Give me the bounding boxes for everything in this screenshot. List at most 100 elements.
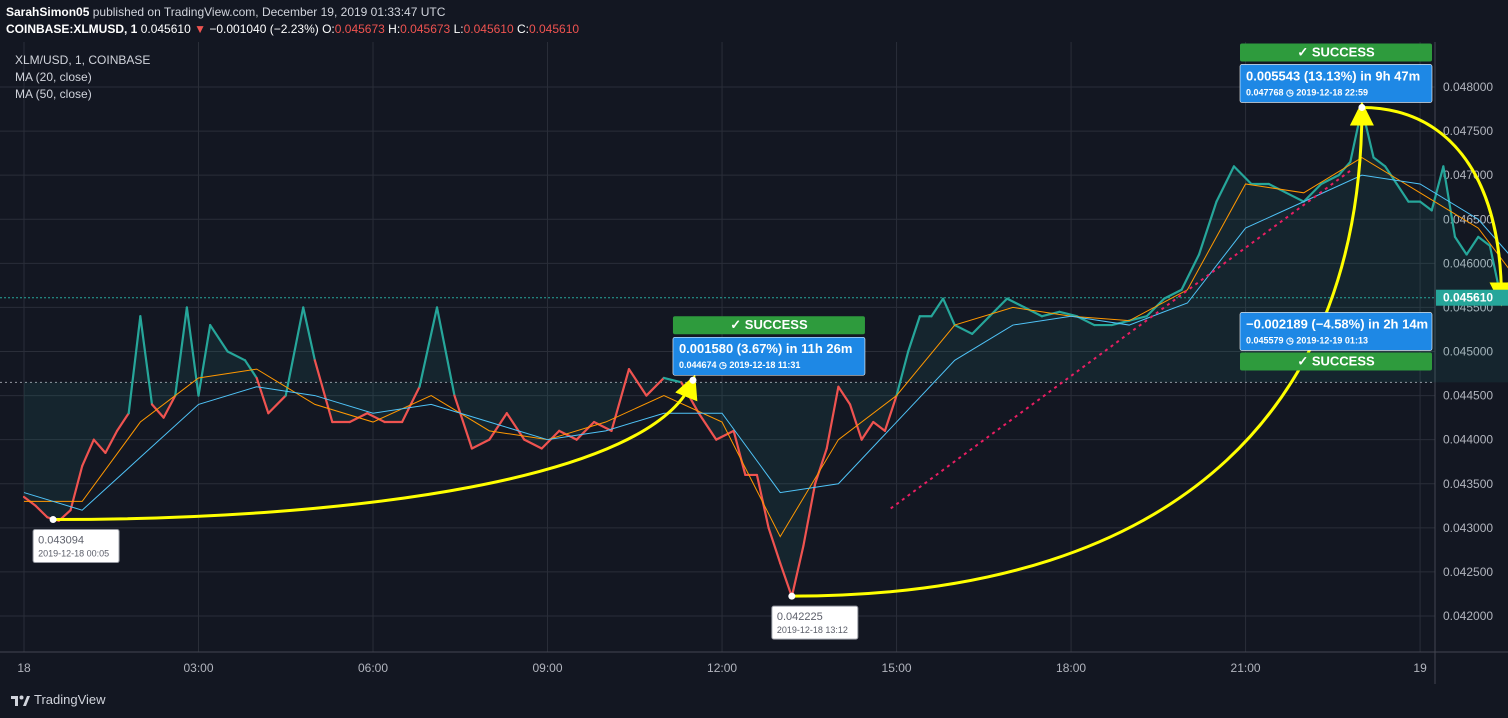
price-segment [1215, 165, 1236, 203]
high-label: H: [388, 22, 401, 36]
price-segment [267, 394, 287, 415]
price-segment [523, 438, 543, 450]
price-segment [255, 376, 270, 415]
success-badge-text: ✓ SUCCESS [1297, 44, 1375, 59]
price-segment [139, 315, 154, 406]
y-tick-label: 0.042000 [1443, 609, 1493, 623]
low-label-value: 0.042225 [777, 611, 823, 623]
price-segment [174, 306, 188, 397]
tradingview-brand[interactable]: TradingView [34, 692, 106, 707]
legend-ma20[interactable]: MA (20, close) [15, 70, 92, 84]
legend-title[interactable]: XLM/USD, 1, COINBASE [15, 53, 151, 67]
low-label-time: 2019-12-18 13:12 [777, 625, 848, 635]
symbol-line: COINBASE:XLMUSD, 1 0.045610 ▼ −0.001040 … [6, 22, 579, 36]
x-tick-label: 19 [1413, 661, 1427, 675]
y-tick-label: 0.048000 [1443, 80, 1493, 94]
price-segment [453, 394, 474, 450]
anchor-dot [689, 376, 697, 384]
annotation-arrow [1361, 105, 1508, 307]
success-badge [672, 316, 865, 335]
move-info-box [672, 336, 866, 376]
high-value: 0.045673 [400, 22, 451, 36]
chart-legend: XLM/USD, 1, COINBASE MA (20, close) MA (… [15, 52, 150, 103]
price-segment [1418, 200, 1433, 212]
move-info-box [1239, 312, 1433, 351]
tradingview-logo-icon [11, 695, 30, 706]
price-change: −0.001040 (−2.23%) [209, 22, 319, 36]
low-label-time: 2019-12-18 00:05 [38, 549, 109, 559]
price-segment [302, 306, 316, 362]
price-segment [825, 385, 840, 450]
x-tick-label: 21:00 [1231, 661, 1261, 675]
anchor-dot [788, 592, 796, 600]
price-segment [1163, 288, 1183, 300]
price-segment [115, 412, 130, 432]
price-segment [953, 323, 974, 335]
price-segment [1058, 310, 1078, 318]
change-arrow-icon: ▼ [194, 22, 206, 36]
y-tick-label: 0.044500 [1443, 389, 1493, 403]
anchor-dot [1358, 103, 1366, 111]
success-badge-text: ✓ SUCCESS [730, 317, 808, 332]
price-segment [209, 323, 229, 353]
y-tick-label: 0.043000 [1443, 521, 1493, 535]
move-info-text: 0.005543 (13.13%) in 9h 47m [1246, 68, 1420, 83]
move-info-sub: 0.045579 ◷ 2019-12-19 01:13 [1246, 335, 1368, 345]
price-segment [610, 368, 631, 432]
price-segment [1465, 235, 1480, 256]
low-value: 0.045610 [463, 22, 514, 36]
success-badge-text: ✓ SUCCESS [1297, 353, 1375, 368]
legend-ma50[interactable]: MA (50, close) [15, 87, 92, 101]
price-segment [575, 420, 596, 441]
price-segment [1430, 165, 1445, 212]
price-segment [767, 526, 782, 565]
price-segment [872, 420, 887, 432]
price-segment [1040, 310, 1061, 318]
move-info-text: 0.001580 (3.67%) in 11h 26m [679, 341, 852, 356]
price-segment [470, 438, 491, 450]
last-price: 0.045610 [140, 22, 191, 36]
price-segment [197, 323, 212, 397]
move-info-box [1239, 64, 1433, 103]
price-segment [313, 359, 334, 424]
y-tick-label: 0.046000 [1443, 256, 1493, 270]
y-tick-label: 0.042500 [1443, 565, 1493, 579]
price-segment [69, 465, 84, 512]
footer: TradingView [0, 684, 1508, 718]
price-segment [1023, 306, 1044, 318]
current-price-tag-text: 0.045610 [1443, 291, 1493, 305]
anchor-dot [49, 516, 57, 524]
low-label-value: 0.043094 [38, 535, 84, 547]
price-segment [1395, 182, 1410, 203]
price-segment [92, 438, 107, 454]
chart-header: SarahSimon05 published on TradingView.co… [0, 0, 1508, 42]
price-segment [1232, 165, 1253, 186]
price-segment [1477, 235, 1491, 247]
publish-line: SarahSimon05 published on TradingView.co… [6, 5, 445, 19]
price-chart[interactable]: 0.0480000.0475000.0470000.0465000.046000… [0, 42, 1508, 684]
price-segment [435, 306, 456, 397]
success-badge [1240, 352, 1432, 371]
price-segment [1372, 156, 1387, 168]
x-tick-label: 18 [17, 661, 31, 675]
price-segment [883, 394, 898, 432]
x-tick-label: 18:00 [1056, 661, 1086, 675]
price-segment [697, 412, 718, 441]
price-segment [971, 315, 991, 335]
move-info-sub: 0.047768 ◷ 2019-12-18 22:59 [1246, 87, 1368, 97]
low-label-box [771, 605, 859, 640]
low-label: L: [453, 22, 464, 36]
price-segment [1145, 297, 1166, 318]
current-price-tag [1436, 289, 1508, 306]
price-segment [418, 306, 439, 388]
author-name[interactable]: SarahSimon05 [6, 5, 90, 19]
low-label-box [32, 529, 120, 564]
y-tick-label: 0.047000 [1443, 168, 1493, 182]
price-segment [1302, 182, 1323, 203]
price-segment [488, 412, 508, 441]
price-segment [243, 359, 258, 380]
price-segment [907, 315, 921, 353]
price-segment [150, 403, 165, 419]
symbol-name: COINBASE:XLMUSD, 1 [6, 22, 138, 36]
close-value: 0.045610 [529, 22, 580, 36]
